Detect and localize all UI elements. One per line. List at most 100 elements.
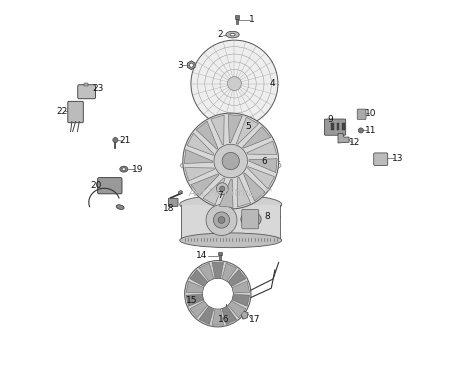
Text: 15: 15 [186,296,198,305]
Ellipse shape [120,166,128,172]
FancyBboxPatch shape [357,109,366,120]
FancyBboxPatch shape [98,178,122,194]
Polygon shape [184,149,212,164]
Bar [218,252,221,255]
FancyBboxPatch shape [78,85,95,99]
Bar [331,123,334,131]
Text: 3: 3 [177,61,183,70]
Polygon shape [196,121,218,149]
Polygon shape [222,306,237,324]
Text: ARt PartStream™: ARt PartStream™ [189,188,274,198]
Text: 17: 17 [249,315,260,324]
Polygon shape [222,263,237,281]
Text: 20: 20 [91,181,102,190]
Ellipse shape [226,31,239,38]
Text: 1: 1 [249,16,255,24]
Text: 10: 10 [365,109,376,118]
Polygon shape [212,262,224,279]
Ellipse shape [230,33,235,36]
Polygon shape [237,177,251,207]
Ellipse shape [241,212,261,227]
FancyBboxPatch shape [68,101,83,123]
Circle shape [213,212,229,228]
FancyBboxPatch shape [242,209,259,229]
Bar [84,83,88,86]
Text: 22: 22 [57,107,68,116]
Ellipse shape [122,168,126,171]
Text: 12: 12 [349,138,361,148]
Circle shape [228,77,241,91]
Circle shape [218,217,225,223]
Text: 21: 21 [119,135,130,145]
Text: 19: 19 [132,165,143,174]
Circle shape [191,40,278,127]
FancyBboxPatch shape [374,153,388,165]
Circle shape [223,308,229,314]
FancyBboxPatch shape [168,198,178,206]
Circle shape [206,205,237,235]
Text: 13: 13 [392,154,403,163]
Polygon shape [249,159,277,172]
Polygon shape [211,115,224,145]
Circle shape [202,278,233,309]
Ellipse shape [116,205,124,209]
Ellipse shape [180,233,282,248]
Text: 7: 7 [218,191,223,200]
Text: 23: 23 [93,84,104,93]
Circle shape [113,137,118,142]
Text: 16: 16 [218,315,229,324]
Polygon shape [232,281,250,293]
Polygon shape [243,127,271,148]
Polygon shape [237,117,259,144]
Circle shape [183,113,279,209]
Bar [219,254,220,260]
Polygon shape [190,270,208,286]
Polygon shape [190,301,208,318]
Text: 14: 14 [196,251,207,260]
Polygon shape [240,310,248,319]
Polygon shape [187,61,195,70]
Polygon shape [228,115,242,143]
Text: 5: 5 [245,122,251,131]
Text: 11: 11 [365,126,376,135]
Circle shape [185,260,251,327]
Bar [231,123,235,127]
Circle shape [358,128,364,133]
Polygon shape [247,141,277,154]
Polygon shape [186,295,204,306]
Polygon shape [232,295,250,306]
Ellipse shape [181,157,281,174]
Circle shape [189,63,193,67]
Text: 18: 18 [163,204,174,213]
Polygon shape [247,166,274,189]
Polygon shape [181,205,281,240]
Circle shape [216,183,228,195]
Polygon shape [212,309,224,325]
Polygon shape [203,178,225,205]
Circle shape [214,144,247,178]
Polygon shape [338,134,349,143]
Polygon shape [199,306,214,324]
Bar [235,15,239,19]
Ellipse shape [180,195,282,214]
Circle shape [219,186,225,191]
Polygon shape [244,173,265,201]
Bar [342,123,345,131]
Polygon shape [191,174,219,195]
Polygon shape [187,133,214,155]
Text: 9: 9 [327,115,333,124]
Text: 8: 8 [264,212,271,221]
Bar [236,18,238,24]
Circle shape [222,152,239,170]
Polygon shape [228,270,246,286]
Text: 2: 2 [218,30,223,39]
Polygon shape [219,179,233,208]
Ellipse shape [178,191,182,194]
FancyBboxPatch shape [324,119,346,135]
Bar [337,123,339,131]
Text: 4: 4 [270,79,275,88]
Polygon shape [185,168,215,181]
Polygon shape [199,263,214,281]
Text: 6: 6 [262,157,267,165]
Bar [232,125,234,131]
